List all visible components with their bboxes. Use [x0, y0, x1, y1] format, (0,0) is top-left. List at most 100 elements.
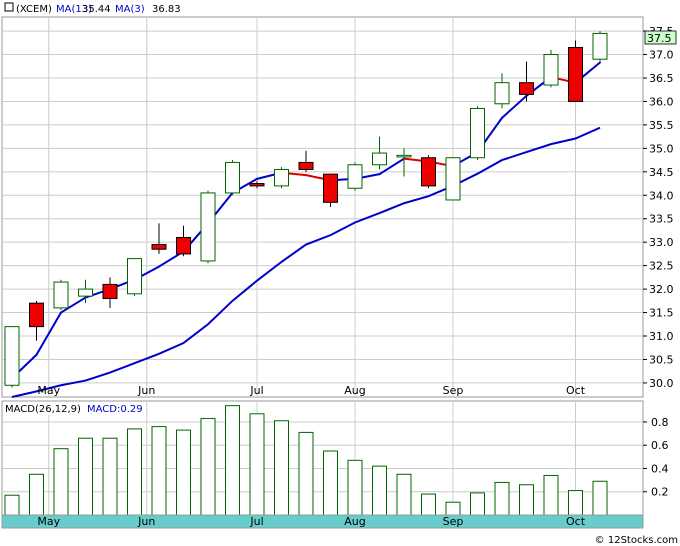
price-tick-label: 35.0 [649, 142, 674, 155]
macd-bar [53, 448, 69, 516]
candle-body-down [151, 244, 167, 250]
candle [372, 136, 387, 170]
candle [225, 160, 240, 196]
candle [151, 223, 167, 254]
month-label: Jun [137, 515, 155, 528]
candle [102, 277, 118, 308]
price-tick-label: 31.0 [649, 330, 674, 343]
candles [4, 31, 608, 388]
candle-body-down [568, 46, 583, 102]
macd-bar [78, 437, 93, 516]
month-label: Aug [344, 515, 365, 528]
legend-label-ma3: MA(3) [115, 4, 145, 15]
price-tick-label: 35.5 [649, 119, 674, 132]
candle-body-down [323, 173, 338, 203]
macd-bar [470, 492, 485, 516]
macd-legend-box [3, 402, 143, 415]
macd-bar [127, 428, 142, 516]
candle-body-up [78, 288, 93, 297]
macd-bar [347, 459, 363, 516]
macd-bar [372, 465, 387, 516]
price-tick-label: 34.5 [649, 166, 674, 179]
candle [347, 162, 363, 191]
legend-box [3, 1, 183, 15]
candle [127, 258, 142, 297]
candle-body-up [274, 168, 289, 187]
macd-tick-label: 0.2 [651, 486, 669, 499]
legend-label-ma13: MA(13) [56, 4, 92, 15]
candle [4, 326, 20, 388]
macd-bar [274, 420, 289, 516]
ma13-line [11, 126, 601, 398]
candle-body-up [372, 152, 387, 166]
macd-bar [4, 494, 20, 516]
month-label: Jul [249, 515, 263, 528]
macd-title: MACD(26,12,9) [5, 404, 81, 415]
candle [568, 40, 583, 102]
month-label: Oct [566, 384, 586, 397]
month-label: Sep [443, 515, 464, 528]
price-tick-label: 37.0 [649, 49, 674, 62]
candle-body-up [445, 157, 461, 201]
ma3-segment [501, 94, 528, 119]
candle [29, 300, 44, 341]
month-label: May [37, 384, 60, 397]
price-grid [2, 17, 643, 397]
candle-body-down [298, 161, 314, 170]
candle-body-up [200, 192, 216, 262]
price-y-axis: 30.0 30.5 31.0 31.5 32.0 32.5 33.0 33.5 34.0 34.5… [643, 25, 674, 390]
legend-item-ma13: MA(13) 35.44 [56, 4, 111, 15]
month-label: Jun [137, 384, 155, 397]
macd-bar [568, 490, 583, 516]
candle-body-up [225, 161, 240, 194]
candle-body-up [494, 82, 510, 105]
price-tick-label: 33.0 [649, 236, 674, 249]
candle [323, 173, 338, 207]
macd-bar [445, 501, 461, 516]
candle-body-up [396, 154, 412, 158]
month-label: Jul [249, 384, 263, 397]
last-price-box [644, 30, 677, 45]
macd-bar [102, 437, 118, 516]
candle-body-down [176, 236, 191, 255]
legend-item-symbol: (XCEM) [4, 2, 52, 15]
macd-bar [200, 417, 216, 516]
watermark: © 12Stocks.com [595, 535, 678, 546]
candle [592, 31, 608, 62]
price-tick-label: 30.5 [649, 353, 674, 366]
legend-swatch-symbol [4, 2, 14, 12]
candle [421, 155, 436, 189]
ma3-segment [35, 311, 62, 356]
price-tick-label: 32.5 [649, 260, 674, 273]
macd-tick-label: 0.6 [651, 439, 669, 452]
candle [445, 157, 461, 201]
macd-bar [323, 450, 338, 516]
ma3-segment [378, 157, 405, 176]
price-tick-label: 36.0 [649, 95, 674, 108]
macd-bar [592, 480, 608, 516]
ma3-segment [60, 296, 87, 314]
candle [519, 61, 534, 102]
candle [543, 49, 559, 88]
price-tick-label: 32.0 [649, 283, 674, 296]
macd-bar [151, 426, 167, 516]
macd-bar [298, 431, 314, 516]
macd-y-axis: 0.2 0.4 0.6 0.8 [643, 416, 669, 499]
candle-body-down [29, 302, 44, 328]
price-x-axis: May Jun Jul Aug Sep Oct [37, 384, 585, 397]
ma13-path [11, 126, 601, 398]
price-tick-label: 33.5 [649, 213, 674, 226]
candle [78, 279, 93, 304]
macd-bar [249, 413, 265, 516]
month-strip [1, 514, 644, 529]
candle [53, 279, 69, 311]
macd-bar [421, 493, 436, 516]
candle [298, 150, 314, 172]
candle-body-down [102, 283, 118, 299]
macd-bar [29, 473, 44, 516]
last-price-label: 37.5 [647, 32, 672, 45]
macd-value-label: MACD:0.29 [87, 404, 143, 415]
macd-bar [494, 481, 510, 516]
candle-body-up [347, 164, 363, 189]
